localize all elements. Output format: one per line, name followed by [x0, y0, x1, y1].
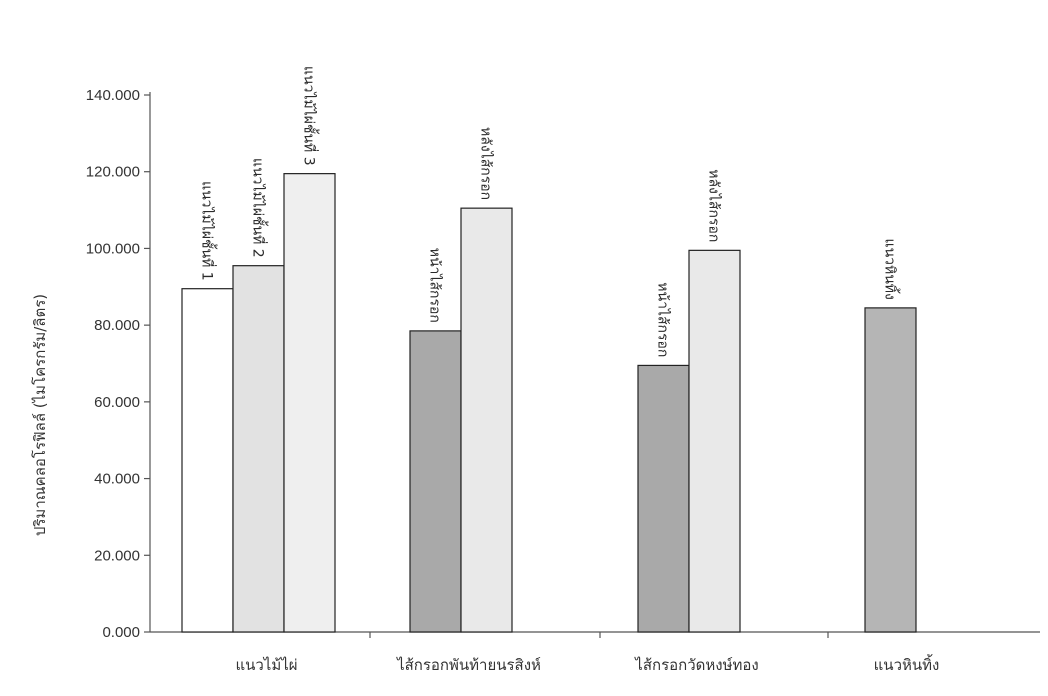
- y-tick-label: 40.000: [94, 471, 140, 488]
- bar-data-label: แนวไม้ไผ่ชั้นที่ 1: [199, 181, 218, 281]
- y-axis-label: ปริมาณคลอโรฟิลล์ (ไมโครกรัม/ลิตร): [31, 294, 49, 536]
- y-tick-label: 0.000: [102, 624, 140, 641]
- bar-data-label: แนวหินทิ้ง: [882, 239, 901, 300]
- bar-labels-group: แนวไม้ไผ่ชั้นที่ 1 แนวไม้ไผ่ชั้นที่ 2 แนวไ…: [199, 66, 901, 357]
- bar: [283, 173, 336, 633]
- bar-data-label: หลังไส้กรอก: [706, 169, 723, 242]
- y-tick-label: 100.000: [86, 240, 140, 257]
- bar-data-label: แนวไม้ไผ่ชั้นที่ 3: [301, 66, 320, 166]
- bar-data-label: หน้าไส้กรอก: [655, 282, 672, 357]
- y-tick-label: 120.000: [86, 164, 140, 181]
- y-axis: 0.000 20.000 40.000 60.000 80.000 100.000 120.…: [86, 87, 151, 641]
- bar: [688, 249, 741, 633]
- bar: [637, 364, 690, 633]
- y-tick-label: 60.000: [94, 394, 140, 411]
- bar: [460, 207, 513, 633]
- bar-data-label: หน้าไส้กรอก: [427, 248, 444, 323]
- bars-group: [181, 173, 917, 633]
- category-label: แนวหินทิ้ง: [874, 654, 940, 674]
- category-label: ไส้กรอกพันท้ายนรสิงห์: [396, 656, 541, 674]
- bar: [181, 288, 234, 633]
- bar-data-label: แนวไม้ไผ่ชั้นที่ 2: [250, 158, 269, 258]
- category-labels-group: แนวไม้ไผ่ ไส้กรอกพันท้ายนรสิงห์ ไส้กรอกวัด…: [235, 654, 939, 674]
- category-label: แนวไม้ไผ่: [235, 656, 297, 674]
- bar: [409, 330, 462, 633]
- bar-data-label: หลังไส้กรอก: [478, 127, 495, 200]
- y-tick-label: 80.000: [94, 317, 140, 334]
- bar: [864, 307, 917, 633]
- y-tick-label: 20.000: [94, 547, 140, 564]
- x-axis: [150, 631, 1040, 638]
- y-tick-label: 140.000: [86, 87, 140, 104]
- bar: [232, 265, 285, 633]
- category-label: ไส้กรอกวัดหงษ์ทอง: [634, 656, 758, 674]
